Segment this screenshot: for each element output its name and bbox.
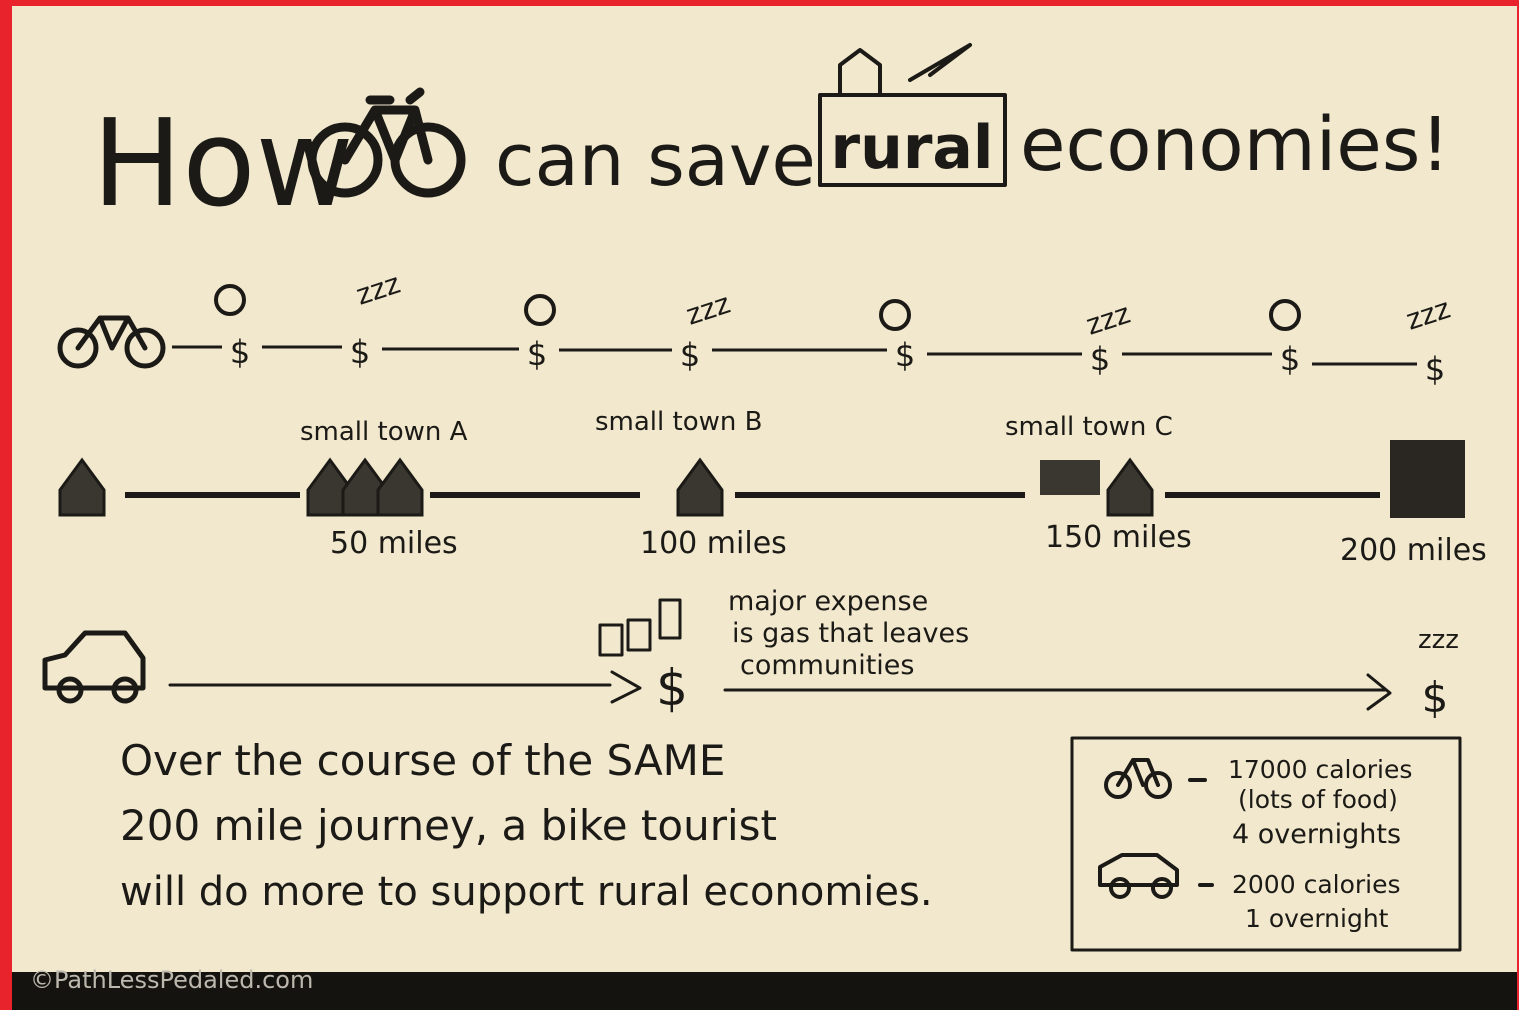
page: How can save rural economies! $$$$$$$$zz… [0,0,1519,1010]
dollar: $ [230,333,250,371]
overnight-dollar: $ [1422,673,1449,722]
summary-line: will do more to support rural economies. [120,869,933,915]
dollar: $ [1425,350,1445,388]
town-label: small town A [300,417,468,447]
distance-label: 200 miles [1340,533,1487,568]
car-sleep: zzz [1418,625,1459,655]
summary-line: 200 mile journey, a bike tourist [120,801,777,850]
title-suffix: economies! [1020,102,1450,188]
legend-text: 17000 calories [1228,755,1412,784]
note-line: is gas that leaves [732,618,969,649]
dollar: $ [1090,340,1110,378]
summary-line: Over the course of the SAME [120,736,725,785]
title-middle: can save [495,118,816,202]
legend-text: 4 overnights [1232,819,1401,850]
city [1390,440,1465,518]
barn [1040,460,1100,495]
town-label: small town C [1005,412,1173,442]
note-line: communities [740,650,914,681]
legend-text: (lots of food) [1238,785,1398,814]
legend-text: 2000 calories [1232,870,1401,899]
town-label: small town B [595,407,762,437]
dollar: $ [895,336,915,374]
legend-text: 1 overnight [1245,904,1389,933]
dollar: $ [527,335,547,373]
watermark: ©PathLessPedaled.com [30,966,313,994]
note-line: major expense [728,586,928,617]
sketch: How can save rural economies! $$$$$$$$zz… [0,0,1519,1010]
dollar: $ [350,333,370,371]
title-highlight: rural [831,113,994,183]
distance-label: 100 miles [640,526,787,561]
dollar: $ [680,336,700,374]
distance-label: 50 miles [330,526,458,561]
dollar: $ [1280,340,1300,378]
distance-label: 150 miles [1045,520,1192,555]
gas-dollar: $ [656,659,688,717]
